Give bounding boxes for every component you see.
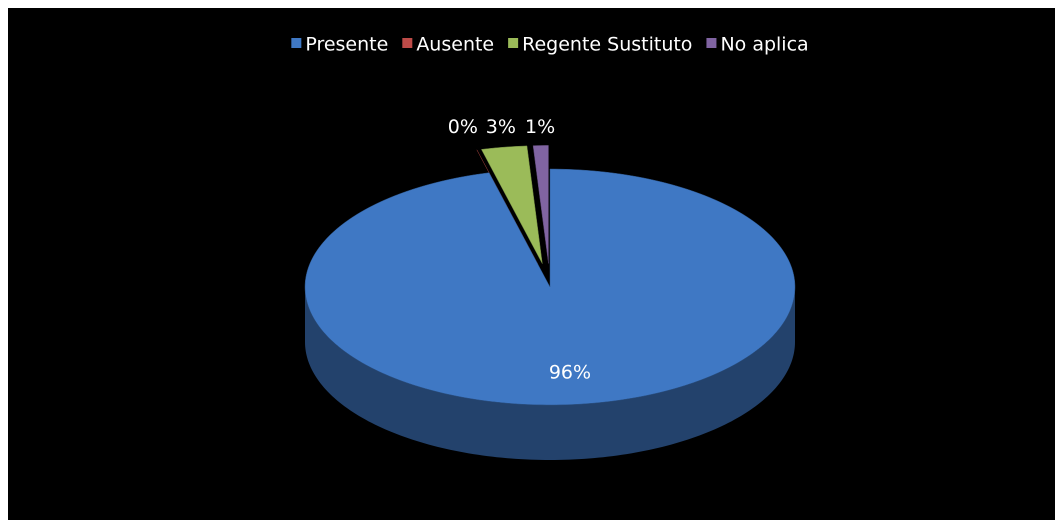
slice: [304, 168, 796, 406]
legend-label: Ausente: [416, 34, 494, 56]
legend-swatch: [291, 38, 302, 48]
data-label: 96%: [549, 362, 591, 384]
legend-swatch: [706, 38, 717, 48]
legend-label: Regente Sustituto: [522, 34, 692, 56]
legend-swatch: [402, 38, 413, 48]
slice: [532, 145, 549, 264]
data-label: 1%: [525, 116, 555, 138]
slice-side: [305, 287, 795, 460]
legend-swatch: [508, 38, 519, 48]
data-label: 3%: [486, 116, 516, 138]
slice: [481, 145, 543, 264]
legend-label: No aplica: [720, 34, 808, 56]
data-label: 0%: [448, 116, 478, 138]
legend-label: Presente: [305, 34, 388, 56]
